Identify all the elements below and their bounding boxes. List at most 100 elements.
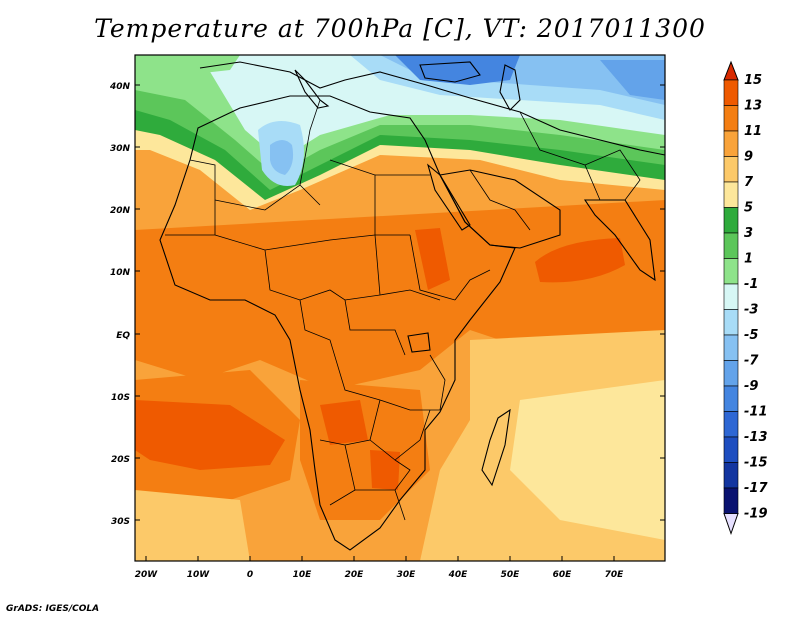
colorbar-swatch bbox=[723, 462, 739, 489]
lon-label-30e: 30E bbox=[397, 570, 417, 580]
colorbar-swatch bbox=[723, 334, 739, 361]
border-libya-chad bbox=[329, 159, 410, 236]
caspian-sea bbox=[499, 64, 521, 111]
lon-label-10e: 10E bbox=[293, 570, 313, 580]
field-atlantic-green bbox=[135, 55, 240, 80]
colorbar: 15 13 11 9 7 5 3 1 -1 -3 -5 -7 -9 -11 -13 -15 -17 -19 bbox=[723, 60, 768, 536]
colorbar-label: -17 bbox=[744, 481, 768, 496]
border-algeria-south bbox=[214, 184, 321, 211]
europe-coastline bbox=[199, 61, 665, 156]
lon-label-70e: 70E bbox=[605, 570, 625, 580]
hotspot-atlantic bbox=[135, 400, 285, 470]
cold-pool-morocco-core bbox=[270, 140, 294, 175]
border-saudi bbox=[469, 169, 531, 231]
colorbar-swatch bbox=[723, 207, 739, 234]
field-europe-coldest bbox=[395, 55, 520, 85]
border-tanzania bbox=[429, 354, 446, 411]
colorbar-label: -19 bbox=[744, 507, 768, 522]
colorbar-label: -3 bbox=[744, 303, 758, 318]
border-pakistan bbox=[584, 149, 641, 201]
colorbar-bottom-arrow bbox=[723, 513, 739, 536]
border-algeria-east bbox=[299, 99, 321, 186]
border-angola-south bbox=[319, 399, 381, 446]
black-sea bbox=[419, 61, 481, 83]
colorbar-swatch bbox=[723, 360, 739, 387]
africa-coastline bbox=[159, 95, 516, 551]
lat-label-10n: 10N bbox=[110, 268, 131, 278]
colorbar-label: -13 bbox=[744, 430, 768, 445]
border-west-central bbox=[264, 249, 441, 301]
border-drc-north bbox=[344, 299, 406, 356]
colorbar-label: -5 bbox=[744, 328, 758, 343]
border-horn bbox=[454, 269, 491, 301]
lat-label-30n: 30N bbox=[110, 144, 131, 154]
arabia-coastline bbox=[439, 169, 561, 249]
border-sahel bbox=[214, 234, 376, 251]
lat-label-30s: 30S bbox=[111, 517, 130, 527]
field-south-atlantic bbox=[135, 490, 250, 561]
colorbar-label: -1 bbox=[744, 277, 758, 292]
colorbar-label: -7 bbox=[744, 354, 759, 369]
coastlines bbox=[159, 61, 665, 551]
colorbar-swatch bbox=[723, 309, 739, 336]
map-title: Temperature at 700hPa [C], VT: 201701130… bbox=[94, 14, 706, 43]
colorbar-label: 13 bbox=[744, 99, 762, 114]
border-chad-south bbox=[374, 234, 381, 296]
longitude-axis: 20W 10W 0 10E 20E 30E 40E 50E 60E 70E bbox=[135, 556, 624, 580]
colorbar-label: -9 bbox=[744, 379, 758, 394]
lake-victoria bbox=[407, 332, 431, 353]
colorbar-label: 1 bbox=[744, 252, 753, 267]
lat-label-20s: 20S bbox=[111, 455, 130, 465]
colorbar-swatch bbox=[723, 156, 739, 183]
colorbar-label: 7 bbox=[744, 175, 754, 190]
colorbar-swatch bbox=[723, 258, 739, 285]
border-zambia-zim bbox=[369, 409, 431, 461]
lat-label-40n: 40N bbox=[109, 82, 131, 92]
india-coastline bbox=[583, 199, 656, 282]
hotspot-botswana bbox=[370, 450, 400, 490]
madagascar-coastline bbox=[481, 408, 511, 487]
colorbar-swatch bbox=[723, 385, 739, 412]
colorbar-swatch bbox=[723, 436, 739, 463]
italy-coastline bbox=[294, 69, 330, 109]
lon-label-0: 0 bbox=[247, 570, 253, 580]
colorbar-label: 5 bbox=[744, 201, 753, 216]
lon-label-20e: 20E bbox=[345, 570, 365, 580]
colorbar-swatch bbox=[723, 411, 739, 438]
lon-label-40e: 40E bbox=[448, 570, 469, 580]
colorbar-swatch bbox=[723, 232, 739, 259]
lon-label-50e: 50E bbox=[501, 570, 521, 580]
lat-label-eq: EQ bbox=[116, 331, 130, 341]
latitude-axis: 40N 30N 20N 10N EQ 10S 20S 30S bbox=[109, 82, 665, 527]
colorbar-top-arrow bbox=[723, 60, 739, 81]
colorbar-label: 9 bbox=[744, 150, 753, 165]
hotspot-ethiopia bbox=[415, 228, 450, 290]
border-south-africa bbox=[394, 489, 406, 521]
border-congo bbox=[299, 299, 440, 411]
colorbar-label: 15 bbox=[744, 73, 762, 88]
colorbar-swatch bbox=[723, 487, 739, 514]
temperature-field bbox=[135, 55, 665, 561]
colorbar-swatch bbox=[723, 181, 739, 208]
colorbar-label: 3 bbox=[744, 226, 753, 241]
country-borders bbox=[165, 99, 641, 521]
map-frame bbox=[134, 54, 666, 562]
colorbar-label: -15 bbox=[744, 456, 768, 471]
red-sea bbox=[426, 163, 471, 231]
hotspot-arabian-sea bbox=[535, 238, 625, 283]
lon-label-10w: 10W bbox=[187, 570, 211, 580]
lat-label-10s: 10S bbox=[111, 393, 130, 403]
lon-label-20w: 20W bbox=[135, 570, 159, 580]
credit-label: GrADS: IGES/COLA bbox=[6, 604, 100, 614]
field-asia-cold bbox=[600, 60, 665, 100]
border-sudan bbox=[409, 234, 456, 301]
colorbar-swatch bbox=[723, 130, 739, 157]
lat-label-20n: 20N bbox=[110, 206, 131, 216]
colorbar-swatch bbox=[723, 105, 739, 132]
field-indian-ocean-cool bbox=[510, 380, 665, 540]
colorbar-label: -11 bbox=[744, 405, 768, 420]
border-iran bbox=[519, 111, 601, 201]
hotspot-angola bbox=[320, 400, 368, 445]
lon-label-60e: 60E bbox=[553, 570, 573, 580]
